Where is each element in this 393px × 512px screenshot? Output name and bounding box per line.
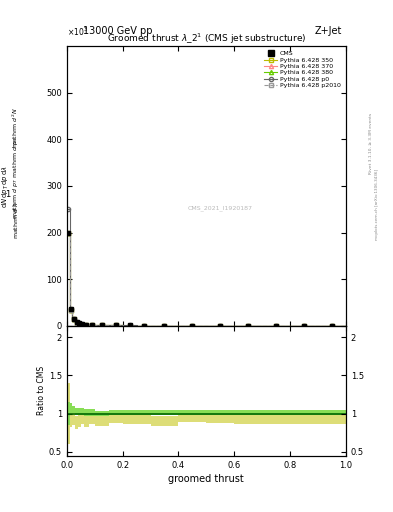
X-axis label: groomed thrust: groomed thrust	[169, 474, 244, 484]
Text: mathrm $d\ p_T$ mathrm $d\ p$: mathrm $d\ p_T$ mathrm $d\ p$	[11, 139, 20, 220]
Text: 13000 GeV pp: 13000 GeV pp	[83, 26, 152, 36]
Text: CMS_2021_I1920187: CMS_2021_I1920187	[188, 205, 253, 211]
Text: 1: 1	[5, 190, 11, 199]
Text: mathrm $d\ \lambda$: mathrm $d\ \lambda$	[12, 201, 20, 239]
Text: Z+Jet: Z+Jet	[314, 26, 342, 36]
Text: mcplots.cern.ch [arXiv:1306.3436]: mcplots.cern.ch [arXiv:1306.3436]	[375, 169, 379, 240]
Legend: CMS, Pythia 6.428 350, Pythia 6.428 370, Pythia 6.428 380, Pythia 6.428 p0, Pyth: CMS, Pythia 6.428 350, Pythia 6.428 370,…	[262, 49, 343, 90]
Y-axis label: $\frac{1}{\mathrm{d}N}\frac{\mathrm{d}N}{\mathrm{d}p_T\,\mathrm{d}p\,\mathrm{d}\: $\frac{1}{\mathrm{d}N}\frac{\mathrm{d}N}…	[0, 164, 11, 208]
Y-axis label: Ratio to CMS: Ratio to CMS	[37, 366, 46, 415]
Text: Rivet 3.1.10, ≥ 3.3M events: Rivet 3.1.10, ≥ 3.3M events	[369, 113, 373, 174]
Text: $\times 10^3$: $\times 10^3$	[67, 26, 88, 38]
Text: mathrm $d^2N$: mathrm $d^2N$	[11, 108, 20, 148]
Title: Groomed thrust $\lambda\_2^1$ (CMS jet substructure): Groomed thrust $\lambda\_2^1$ (CMS jet s…	[107, 32, 306, 46]
